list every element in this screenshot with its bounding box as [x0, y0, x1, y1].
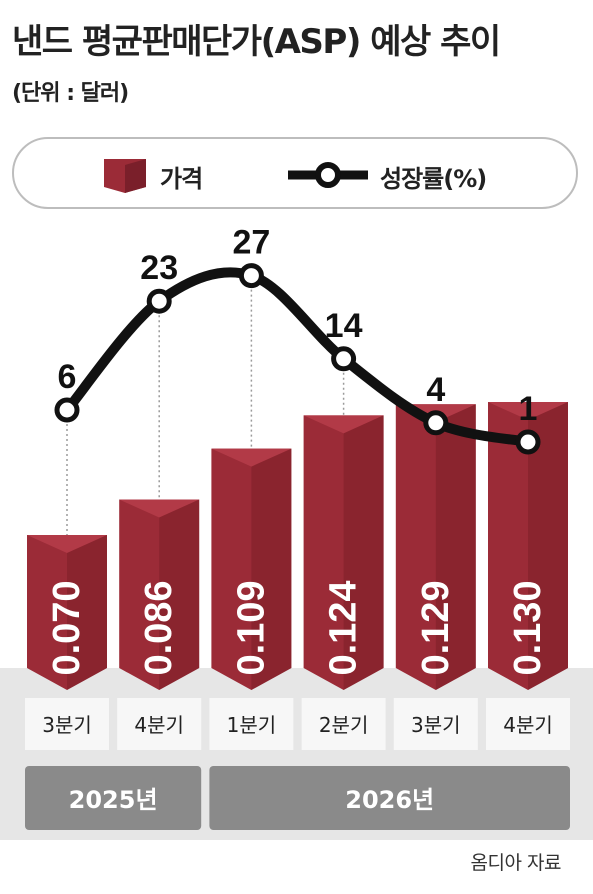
x-tick-label: 3분기 — [411, 713, 461, 737]
bar — [395, 404, 476, 690]
bar-value-label: 0.129 — [415, 580, 457, 675]
x-tick-box — [301, 698, 386, 750]
chart-title: 낸드 평균판매단가(ASP) 예상 추이 — [12, 22, 501, 62]
chart-unit: (단위 : 달러) — [12, 81, 129, 106]
bar-top-facet — [303, 415, 384, 434]
bar-front — [211, 448, 292, 690]
growth-value-label: 14 — [325, 307, 363, 345]
x-tick-box — [25, 698, 109, 750]
growth-value-label: 23 — [140, 249, 178, 287]
legend: 가격 성장률(%) — [12, 137, 578, 209]
bar-front — [488, 402, 568, 690]
legend-growth-label: 성장률(%) — [380, 165, 487, 193]
legend-growth-swatch — [288, 162, 368, 188]
bar-shade — [67, 534, 107, 690]
growth-point — [331, 346, 357, 372]
x-tick-label: 3분기 — [42, 713, 92, 737]
x-tick: 4분기 — [117, 698, 202, 750]
source-note: 옴디아 자료 — [470, 852, 562, 874]
year-group-label: 2026년 — [345, 786, 434, 814]
growth-point — [423, 410, 449, 436]
bar-top-facet — [27, 534, 107, 553]
growth-point — [238, 263, 264, 289]
x-tick-box — [393, 698, 478, 750]
x-tick-box — [209, 698, 294, 750]
growth-value-label: 4 — [426, 371, 445, 409]
bar — [119, 499, 200, 690]
bar — [27, 534, 107, 690]
year-group: 2026년 — [209, 766, 570, 830]
growth-point — [54, 397, 80, 423]
bar-shade — [435, 404, 476, 690]
bar-shade — [159, 499, 200, 690]
bar-front — [303, 415, 384, 690]
x-tick-box — [117, 698, 202, 750]
bar-shade — [251, 448, 292, 690]
x-tick-box — [486, 698, 570, 750]
growth-point — [146, 288, 172, 314]
legend-price-label: 가격 — [160, 165, 203, 193]
bar-top-facet — [211, 448, 292, 467]
bar-shade — [528, 402, 568, 690]
bar-shade — [343, 415, 384, 690]
year-group: 2025년 — [25, 766, 202, 830]
bar-value-label: 0.070 — [46, 580, 88, 675]
x-tick: 4분기 — [486, 698, 570, 750]
x-tick: 3분기 — [393, 698, 478, 750]
x-tick: 2분기 — [301, 698, 386, 750]
year-group-label: 2025년 — [69, 786, 158, 814]
bar-value-label: 0.086 — [138, 580, 180, 675]
year-group-box — [209, 766, 570, 830]
legend-price-swatch — [104, 159, 146, 193]
bar-top-facet — [119, 499, 200, 518]
bar-top-facet — [488, 402, 568, 421]
bar — [488, 402, 568, 690]
x-tick-label: 4분기 — [134, 713, 184, 737]
bar-front — [27, 534, 107, 690]
x-tick: 3분기 — [25, 698, 109, 750]
x-tick-label: 1분기 — [227, 713, 277, 737]
x-tick-label: 2분기 — [319, 713, 369, 737]
growth-value-label: 1 — [519, 390, 538, 428]
bar-front — [119, 499, 200, 690]
growth-point — [515, 429, 541, 455]
growth-value-label: 27 — [232, 224, 270, 262]
bar-front — [395, 404, 476, 690]
bar-value-label: 0.109 — [230, 580, 272, 675]
growth-value-label: 6 — [58, 358, 77, 396]
bar — [303, 415, 384, 690]
bar-value-label: 0.130 — [507, 580, 549, 675]
x-tick-label: 4분기 — [503, 713, 553, 737]
bar — [211, 448, 292, 690]
x-tick: 1분기 — [209, 698, 294, 750]
year-group-box — [25, 766, 202, 830]
bar-value-label: 0.124 — [323, 580, 365, 675]
